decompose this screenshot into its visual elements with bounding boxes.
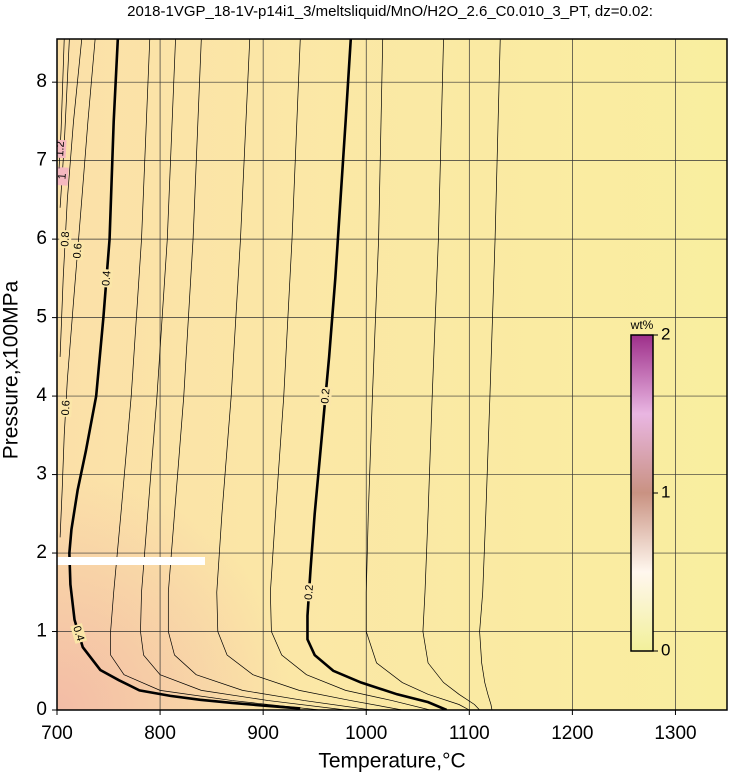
contour-label-group: 0.2 bbox=[318, 386, 333, 406]
contour-label-bg bbox=[58, 229, 72, 249]
y-axis-label: Pressure,x100MPa bbox=[0, 280, 23, 459]
x-axis-label: Temperature,°C bbox=[318, 750, 465, 773]
colorbar: wt% 0 1 2 bbox=[630, 318, 671, 659]
contour-line bbox=[479, 39, 501, 710]
colorbar-fill bbox=[630, 334, 654, 652]
contour-label: 0.4 bbox=[70, 625, 86, 643]
contour-label-group: 0.4 bbox=[99, 268, 114, 288]
x-tick-label: 1300 bbox=[654, 723, 696, 744]
colorbar-tick-label: 0 bbox=[661, 640, 670, 659]
contour-line bbox=[59, 39, 96, 538]
contour-line bbox=[140, 39, 346, 710]
contour-label: 1 bbox=[56, 173, 68, 180]
y-tick-label: 3 bbox=[36, 464, 47, 485]
contour-line bbox=[365, 39, 470, 710]
plot-frame bbox=[56, 38, 728, 711]
data-gap bbox=[57, 557, 205, 565]
y-tick-label: 2 bbox=[36, 542, 47, 563]
contour-label-bg bbox=[70, 241, 85, 261]
contour-label-bg bbox=[99, 268, 114, 288]
x-tick-label: 1200 bbox=[551, 723, 593, 744]
y-tick-label: 6 bbox=[36, 228, 47, 249]
colorbar-label: wt% bbox=[630, 318, 654, 332]
contour-label-bg bbox=[57, 166, 69, 186]
plot-shade bbox=[57, 39, 727, 710]
contour-label-bg bbox=[302, 582, 316, 602]
contour-label-bg bbox=[318, 386, 333, 406]
y-tick-label: 7 bbox=[36, 150, 47, 171]
contour-label: 0.8 bbox=[59, 231, 72, 247]
contour-line bbox=[167, 39, 372, 710]
x-tick-label: 700 bbox=[41, 723, 73, 744]
contour-label: 0.6 bbox=[60, 400, 73, 416]
contour-label-bg bbox=[59, 398, 73, 418]
contour-label-group: 0.6 bbox=[70, 241, 85, 261]
y-tick-label: 4 bbox=[36, 385, 47, 406]
contour-label-group: 0.8 bbox=[58, 229, 72, 249]
contour-label: 0.6 bbox=[71, 243, 84, 259]
y-tick-label: 0 bbox=[36, 699, 47, 720]
contour-label-group: 0.2 bbox=[302, 582, 316, 602]
contour-label-group: 1 bbox=[56, 166, 69, 186]
chart-title: 2018-1VGP_18-1V-p14i1_3/meltsliquid/MnO/… bbox=[127, 3, 653, 20]
x-tick-label: 1000 bbox=[345, 723, 387, 744]
contour-label-group: 1.2 bbox=[54, 139, 67, 159]
contour-line bbox=[59, 39, 83, 357]
colorbar-tick-label: 2 bbox=[661, 324, 670, 343]
x-tick-label: 900 bbox=[247, 723, 279, 744]
contour-line bbox=[216, 39, 403, 710]
x-tick-label: 800 bbox=[144, 723, 176, 744]
contour-line bbox=[68, 39, 301, 710]
contour-label-group: 0.4 bbox=[70, 623, 87, 644]
contour-line bbox=[270, 39, 431, 710]
contour-label: 1.2 bbox=[54, 141, 67, 157]
contour-line bbox=[422, 39, 480, 710]
contour-label: 0.4 bbox=[100, 270, 113, 286]
y-tick-label: 5 bbox=[36, 307, 47, 328]
x-tick-label: 1100 bbox=[449, 723, 490, 744]
contour-label-group: 0.6 bbox=[59, 398, 73, 418]
contour-label: 0.2 bbox=[303, 584, 316, 600]
y-tick-label: 8 bbox=[36, 71, 47, 92]
contour-label: 0.2 bbox=[319, 388, 332, 404]
contour-label-bg bbox=[57, 139, 67, 159]
colorbar-tick-label: 1 bbox=[661, 482, 670, 501]
contour-label-bg bbox=[70, 623, 87, 644]
contours: 0.20.20.40.40.60.60.811.2 bbox=[54, 39, 501, 710]
contour-line bbox=[110, 39, 320, 710]
y-tick-label: 1 bbox=[36, 621, 47, 642]
